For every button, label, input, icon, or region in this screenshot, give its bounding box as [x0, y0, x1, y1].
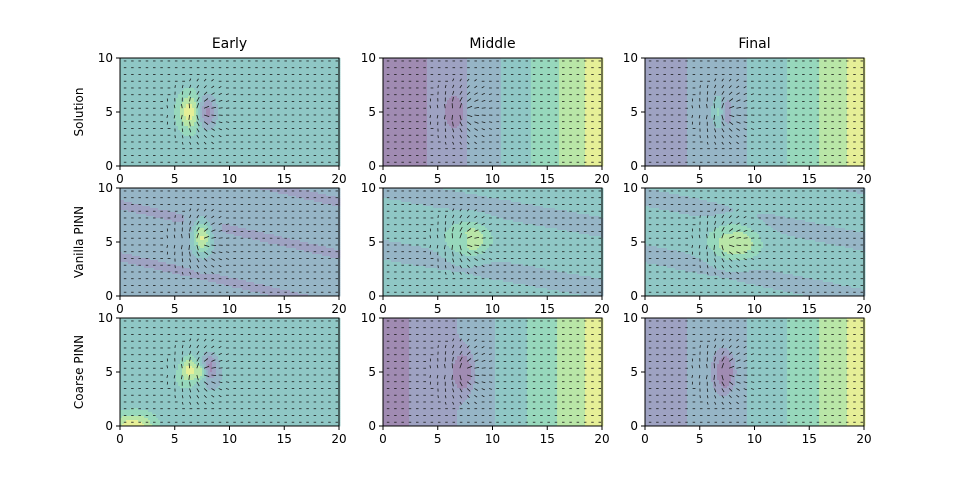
x-tick-label: 5 [434, 302, 442, 316]
x-tick-label: 15 [277, 172, 292, 186]
x-tick-label: 20 [594, 172, 609, 186]
x-tick-label: 10 [747, 432, 762, 446]
y-tick-label: 10 [623, 311, 638, 325]
panel-vanilla-pinn-early: 0 5 10 0 5 10 15 20 [98, 181, 347, 316]
panel-vanilla-pinn-middle: 0 5 10 0 5 10 15 20 [361, 181, 610, 316]
column-title-final: Final [738, 36, 770, 52]
y-tick-label: 5 [105, 365, 113, 379]
y-tick-label: 5 [630, 235, 638, 249]
x-tick-label: 20 [331, 432, 346, 446]
x-tick-label: 20 [594, 432, 609, 446]
x-tick-label: 5 [171, 172, 179, 186]
panel-solution-early: 0 5 10 0 5 10 15 20 [98, 51, 347, 186]
y-tick-label: 0 [105, 289, 113, 303]
y-tick-label: 5 [368, 105, 376, 119]
y-tick-label: 10 [361, 311, 376, 325]
x-tick-label: 15 [802, 432, 817, 446]
y-tick-label: 5 [105, 105, 113, 119]
x-tick-label: 0 [379, 172, 387, 186]
column-title-early: Early [212, 36, 247, 52]
x-tick-label: 0 [116, 172, 124, 186]
x-tick-label: 15 [540, 172, 555, 186]
panel-coarse-pinn-early: 0 5 10 0 5 10 15 20 [98, 311, 347, 446]
x-tick-label: 10 [485, 302, 500, 316]
panel-coarse-pinn-middle: 0 5 10 0 5 10 15 20 [361, 311, 610, 446]
y-tick-label: 5 [368, 365, 376, 379]
row-label-coarse-pinn: Coarse PINN [72, 335, 86, 409]
panel-vanilla-pinn-final: 0 5 10 0 5 10 15 20 [623, 181, 872, 316]
x-tick-label: 0 [641, 172, 649, 186]
x-tick-label: 20 [331, 302, 346, 316]
y-tick-label: 5 [630, 365, 638, 379]
x-tick-label: 20 [856, 172, 871, 186]
x-tick-label: 15 [277, 432, 292, 446]
y-tick-label: 5 [630, 105, 638, 119]
x-tick-label: 15 [277, 302, 292, 316]
x-tick-label: 10 [485, 432, 500, 446]
y-tick-label: 0 [630, 159, 638, 173]
x-tick-label: 10 [485, 172, 500, 186]
x-tick-label: 20 [856, 302, 871, 316]
y-tick-label: 10 [361, 181, 376, 195]
x-tick-label: 10 [747, 302, 762, 316]
x-tick-label: 20 [856, 432, 871, 446]
x-tick-label: 5 [696, 432, 704, 446]
x-tick-label: 15 [540, 302, 555, 316]
x-tick-label: 0 [379, 432, 387, 446]
x-tick-label: 15 [802, 302, 817, 316]
y-tick-label: 5 [105, 235, 113, 249]
panel-coarse-pinn-final: 0 5 10 0 5 10 15 20 [623, 311, 872, 446]
y-tick-label: 10 [623, 51, 638, 65]
x-tick-label: 20 [331, 172, 346, 186]
x-tick-label: 5 [434, 432, 442, 446]
row-label-solution: Solution [72, 88, 86, 137]
y-tick-label: 0 [368, 419, 376, 433]
y-tick-label: 0 [368, 289, 376, 303]
x-tick-label: 5 [696, 172, 704, 186]
y-tick-label: 0 [630, 419, 638, 433]
x-tick-label: 5 [696, 302, 704, 316]
x-tick-label: 15 [540, 432, 555, 446]
y-tick-label: 10 [98, 51, 113, 65]
x-tick-label: 10 [222, 432, 237, 446]
x-tick-label: 0 [116, 432, 124, 446]
x-tick-label: 20 [594, 302, 609, 316]
panel-solution-final: 0 5 10 0 5 10 15 20 [623, 51, 872, 186]
x-tick-label: 0 [379, 302, 387, 316]
column-title-middle: Middle [469, 36, 515, 52]
x-tick-label: 0 [641, 432, 649, 446]
y-tick-label: 10 [98, 181, 113, 195]
y-tick-label: 0 [368, 159, 376, 173]
y-tick-label: 5 [368, 235, 376, 249]
panel-solution-middle: 0 5 10 0 5 10 15 20 [361, 51, 610, 186]
y-tick-label: 0 [105, 419, 113, 433]
y-tick-label: 0 [630, 289, 638, 303]
x-tick-label: 10 [222, 302, 237, 316]
row-label-vanilla-pinn: Vanilla PINN [72, 206, 86, 278]
x-tick-label: 10 [747, 172, 762, 186]
x-tick-label: 0 [641, 302, 649, 316]
y-tick-label: 0 [105, 159, 113, 173]
x-tick-label: 5 [171, 302, 179, 316]
x-tick-label: 15 [802, 172, 817, 186]
y-tick-label: 10 [361, 51, 376, 65]
y-tick-label: 10 [98, 311, 113, 325]
x-tick-label: 5 [434, 172, 442, 186]
x-tick-label: 0 [116, 302, 124, 316]
y-tick-label: 10 [623, 181, 638, 195]
x-tick-label: 10 [222, 172, 237, 186]
x-tick-label: 5 [171, 432, 179, 446]
